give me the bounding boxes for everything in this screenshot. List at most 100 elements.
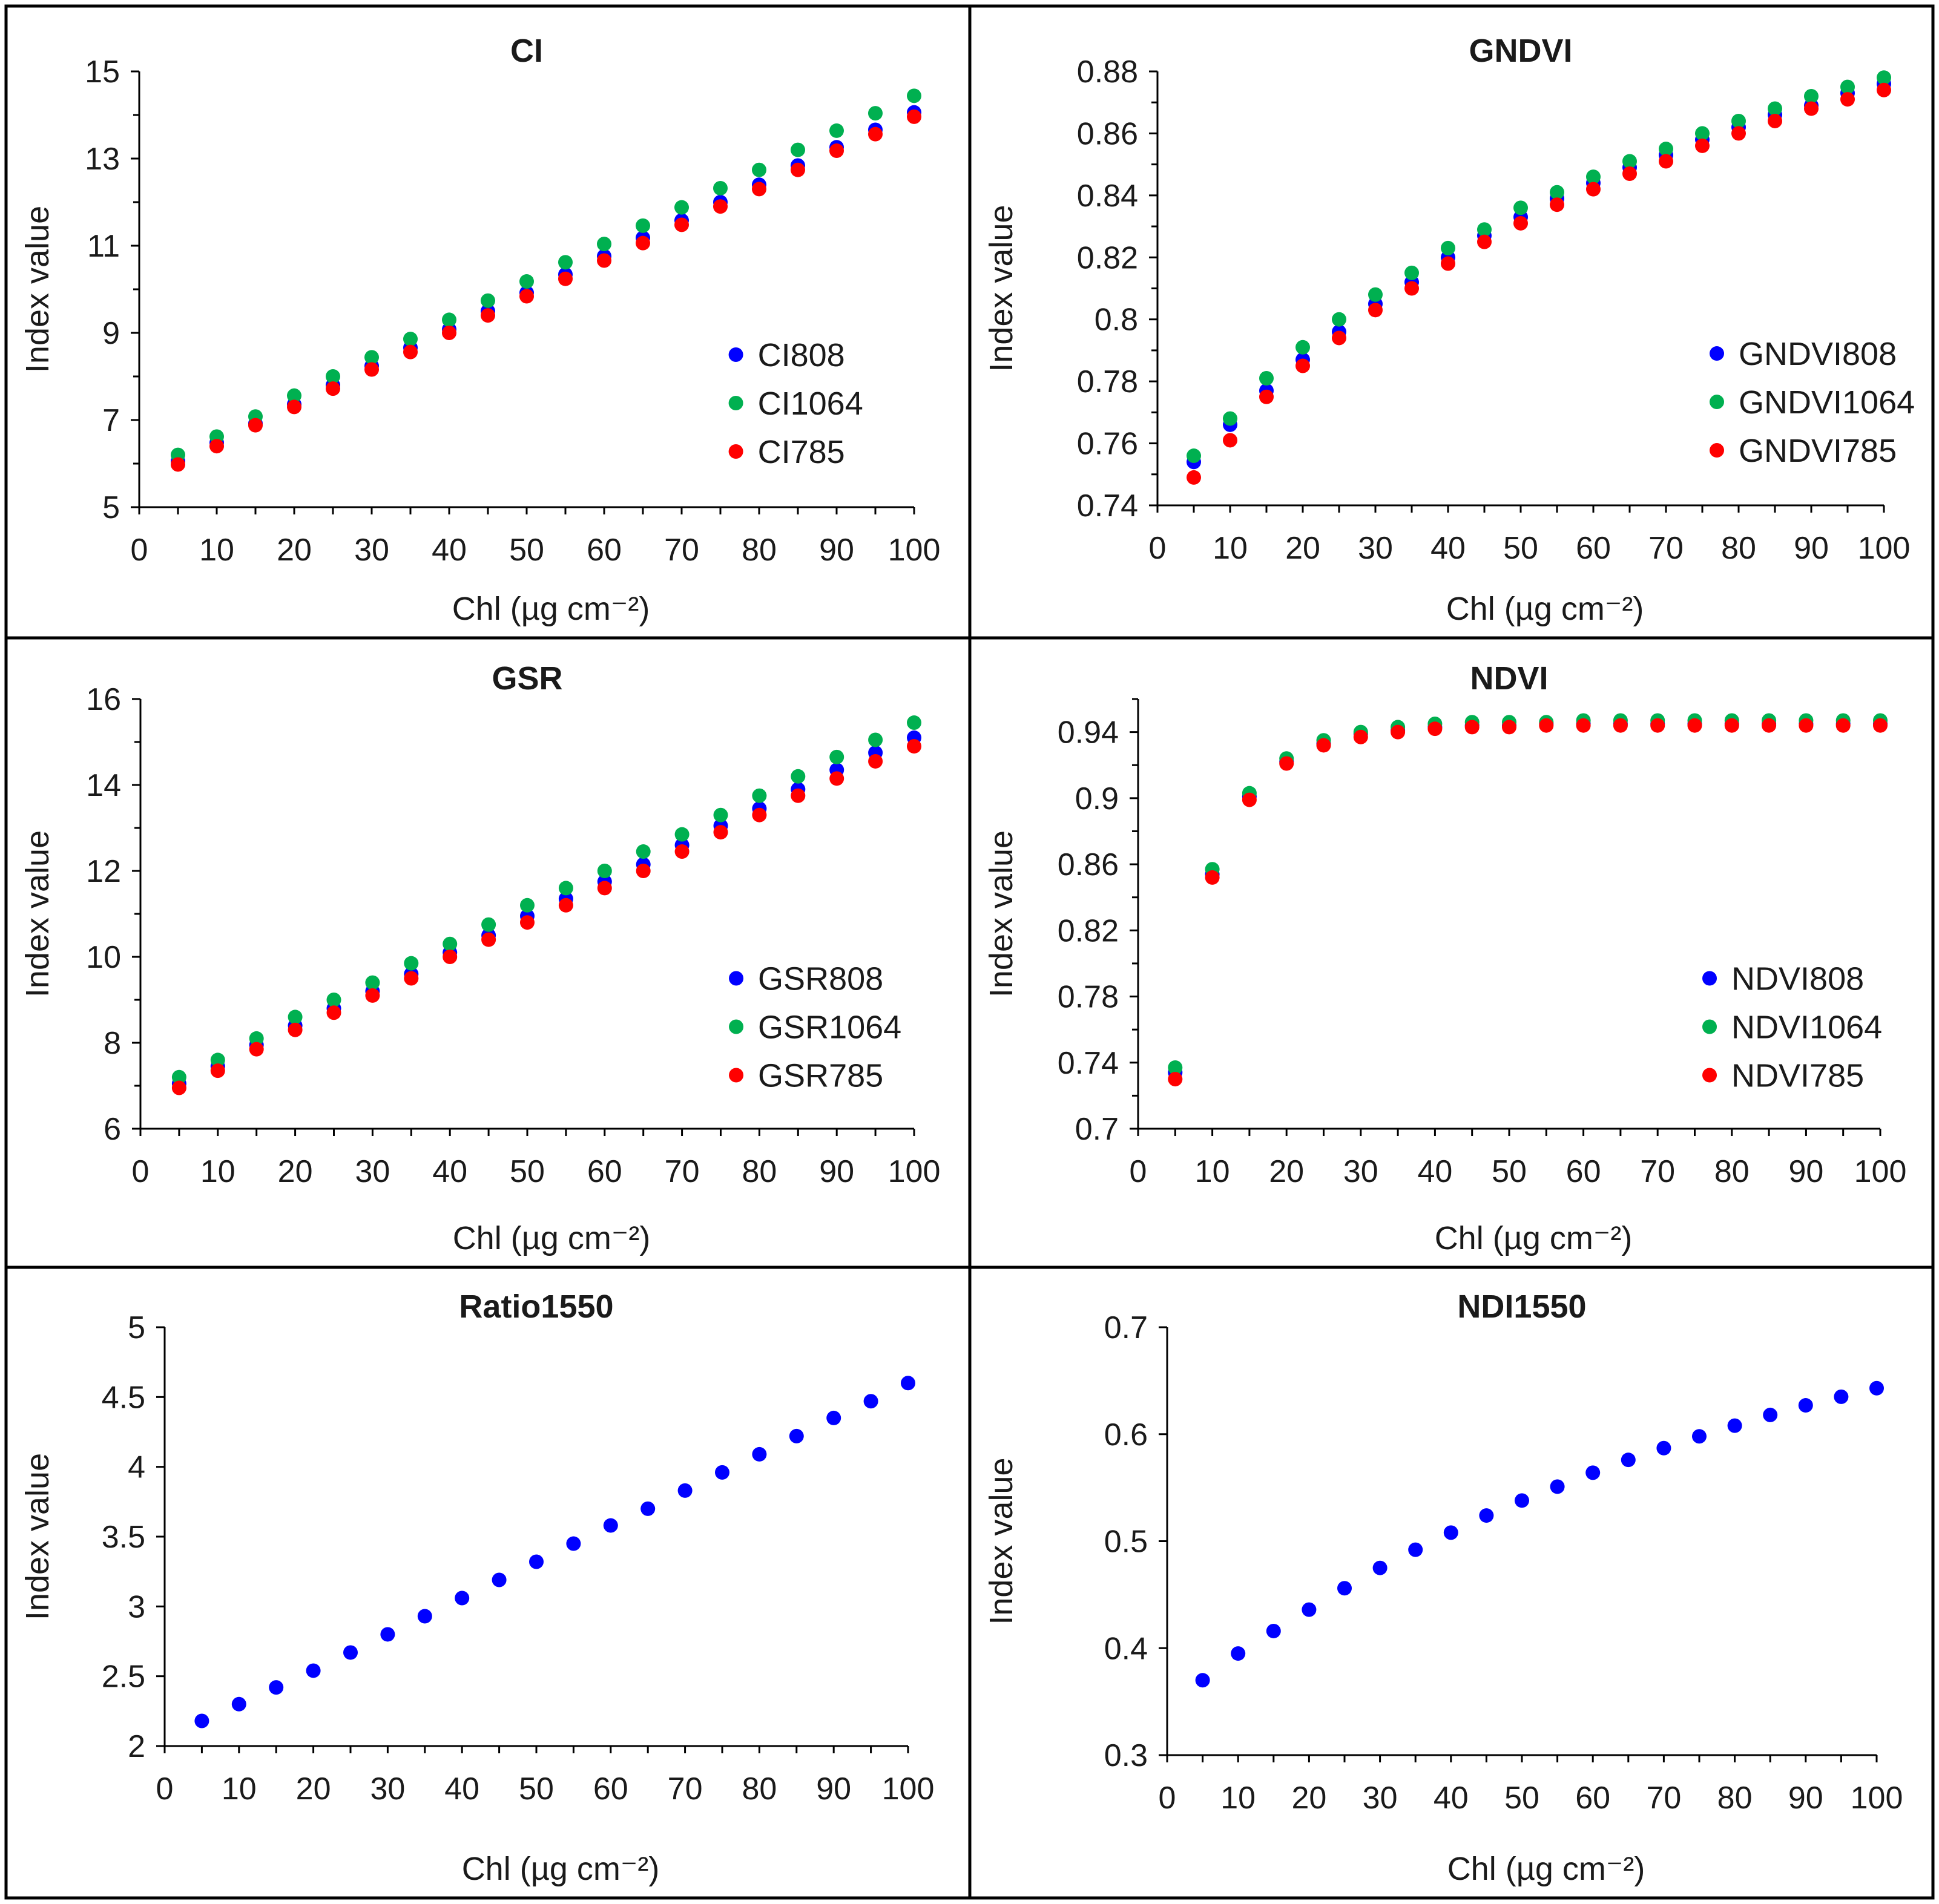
x-tick-label: 30 <box>355 1154 390 1189</box>
data-point <box>597 253 611 268</box>
data-point <box>752 162 766 177</box>
data-point <box>481 917 496 932</box>
x-tick-label: 100 <box>888 1154 941 1189</box>
x-tick-label: 20 <box>296 1771 331 1807</box>
x-tick-label: 60 <box>1576 531 1611 566</box>
series-gsr1064 <box>171 715 921 1085</box>
data-point <box>1659 154 1673 169</box>
y-tick-label: 5 <box>128 1310 145 1345</box>
series-ratio1550 <box>194 1376 915 1728</box>
data-point <box>713 825 728 840</box>
y-tick-label: 0.74 <box>1077 488 1138 524</box>
y-axis-label: Index value <box>19 1453 56 1620</box>
y-tick-label: 0.82 <box>1058 913 1119 948</box>
data-point <box>791 162 805 177</box>
series-gsr785 <box>171 739 921 1095</box>
x-tick-label: 20 <box>278 1154 313 1189</box>
data-point <box>1724 718 1739 733</box>
data-point <box>1477 234 1492 249</box>
legend: GNDVI808 GNDVI1064 GNDVI785 <box>1710 336 1915 469</box>
data-point <box>1332 312 1346 327</box>
data-point <box>791 788 806 803</box>
x-tick-label: 70 <box>1648 531 1684 566</box>
data-point <box>1576 718 1591 733</box>
data-point <box>326 369 340 384</box>
data-point <box>326 1005 341 1020</box>
y-tick-label: 0.8 <box>1095 303 1138 338</box>
data-point <box>1585 1465 1601 1480</box>
data-point <box>210 1063 225 1078</box>
data-point <box>1353 729 1368 744</box>
data-point <box>752 807 767 822</box>
data-point <box>789 1428 804 1443</box>
data-point <box>1391 724 1406 740</box>
x-tick-label: 10 <box>200 1154 235 1189</box>
data-point <box>907 739 921 754</box>
data-point <box>248 418 263 433</box>
y-tick-label: 4 <box>128 1450 145 1485</box>
y-tick-label: 0.84 <box>1077 179 1138 214</box>
x-tick-label: 20 <box>1269 1154 1304 1189</box>
data-point <box>1877 82 1891 97</box>
chart-panel-gndvi: GNDVI 0 10 20 30 40 50 60 70 80 90 100 0.74 0.76 0.78 0… <box>983 33 1915 627</box>
data-point <box>826 1410 841 1425</box>
series-gndvi1064 <box>1187 70 1891 464</box>
chart-panel-gsr: GSR 0 10 20 30 40 50 60 70 80 90 100 6 8 10 12 14 16 Chl (… <box>19 660 940 1256</box>
x-tick-label: 70 <box>664 533 699 568</box>
data-point <box>1762 718 1777 733</box>
data-point <box>558 898 573 913</box>
data-point <box>1513 215 1528 231</box>
data-point <box>868 732 883 747</box>
data-point <box>1877 70 1891 85</box>
x-tick-label: 0 <box>156 1771 174 1807</box>
x-tick-label: 80 <box>1717 1781 1753 1816</box>
data-point <box>1834 1389 1849 1404</box>
x-tick-label: 50 <box>1503 531 1538 566</box>
legend-label: CI808 <box>758 337 845 373</box>
x-tick-label: 10 <box>1213 531 1248 566</box>
y-tick-label: 0.7 <box>1075 1112 1119 1147</box>
data-point <box>1804 101 1819 116</box>
data-point <box>752 788 767 803</box>
data-point <box>1427 721 1443 737</box>
data-point <box>868 106 883 121</box>
data-point <box>287 388 301 403</box>
data-point <box>1550 185 1564 200</box>
y-tick-label: 0.78 <box>1058 980 1119 1015</box>
x-tick-label: 100 <box>888 533 941 568</box>
legend-marker <box>1710 443 1724 458</box>
legend-label: NDVI808 <box>1731 961 1864 997</box>
x-tick-label: 10 <box>1195 1154 1230 1189</box>
data-point <box>674 827 690 842</box>
data-point <box>1622 154 1637 169</box>
data-point <box>829 771 844 786</box>
x-axis-label: Chl (µg cm⁻²) <box>453 1220 651 1256</box>
data-point <box>1799 718 1814 733</box>
data-point <box>1368 303 1383 318</box>
data-point <box>791 142 805 157</box>
x-tick-label: 40 <box>1434 1781 1469 1816</box>
data-point <box>1223 433 1237 448</box>
y-tick-label: 4.5 <box>102 1380 145 1415</box>
y-tick-label: 3 <box>128 1589 145 1624</box>
data-point <box>674 200 689 215</box>
data-point <box>443 936 458 951</box>
data-point <box>597 237 611 252</box>
y-tick-label: 0.5 <box>1104 1525 1148 1560</box>
x-tick-label: 90 <box>1788 1781 1823 1816</box>
y-tick-label: 3.5 <box>102 1520 145 1555</box>
x-tick-label: 70 <box>1646 1781 1681 1816</box>
x-tick-label: 10 <box>1220 1781 1256 1816</box>
data-point <box>1295 358 1310 373</box>
data-point <box>481 308 495 323</box>
x-tick-label: 90 <box>819 533 854 568</box>
x-axis-label: Chl (µg cm⁻²) <box>452 591 650 627</box>
data-point <box>404 971 419 986</box>
x-tick-label: 50 <box>510 1154 545 1189</box>
data-point <box>597 864 612 878</box>
data-point <box>1168 1072 1183 1087</box>
x-tick-label: 50 <box>1492 1154 1527 1189</box>
data-point <box>1332 330 1346 346</box>
data-point <box>1479 1508 1494 1523</box>
